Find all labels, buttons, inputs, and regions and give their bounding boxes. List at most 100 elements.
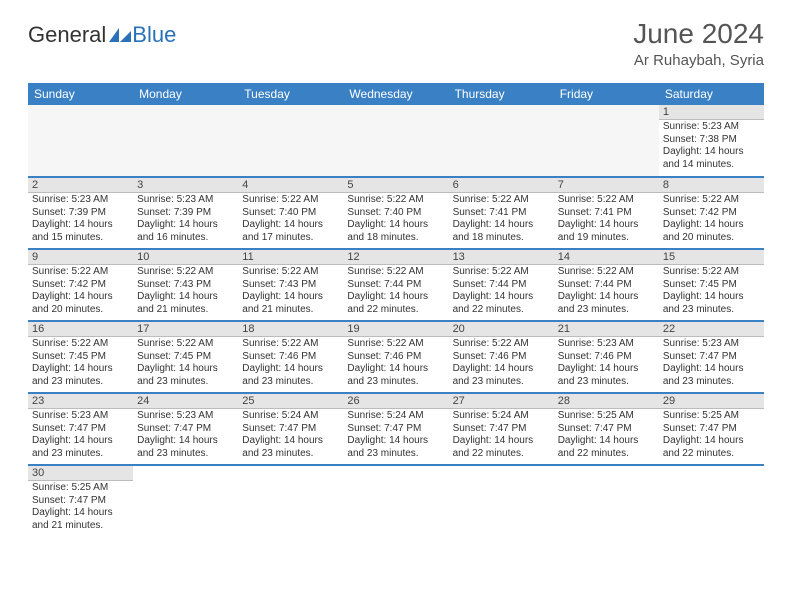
blank-cell <box>449 465 554 537</box>
day-details: Sunrise: 5:24 AMSunset: 7:47 PMDaylight:… <box>343 409 448 463</box>
day-details: Sunrise: 5:22 AMSunset: 7:44 PMDaylight:… <box>449 265 554 319</box>
day-details: Sunrise: 5:22 AMSunset: 7:43 PMDaylight:… <box>238 265 343 319</box>
daylight-text: Daylight: 14 hours and 23 minutes. <box>242 363 339 388</box>
day-number: 8 <box>659 178 764 193</box>
day-number: 2 <box>28 178 133 193</box>
week-row: 2Sunrise: 5:23 AMSunset: 7:39 PMDaylight… <box>28 177 764 249</box>
daylight-text: Daylight: 14 hours and 15 minutes. <box>32 219 129 244</box>
day-details: Sunrise: 5:22 AMSunset: 7:45 PMDaylight:… <box>28 337 133 391</box>
title-block: June 2024 Ar Ruhaybah, Syria <box>633 18 764 69</box>
day-number: 6 <box>449 178 554 193</box>
day-number: 4 <box>238 178 343 193</box>
day-details: Sunrise: 5:22 AMSunset: 7:44 PMDaylight:… <box>343 265 448 319</box>
sunset-text: Sunset: 7:47 PM <box>663 351 760 364</box>
daylight-text: Daylight: 14 hours and 20 minutes. <box>663 219 760 244</box>
day-cell: 30Sunrise: 5:25 AMSunset: 7:47 PMDayligh… <box>28 465 133 537</box>
sunrise-text: Sunrise: 5:23 AM <box>32 410 129 423</box>
day-cell: 10Sunrise: 5:22 AMSunset: 7:43 PMDayligh… <box>133 249 238 321</box>
sunset-text: Sunset: 7:44 PM <box>347 279 444 292</box>
sail-icon <box>109 28 131 42</box>
sunset-text: Sunset: 7:46 PM <box>242 351 339 364</box>
sunset-text: Sunset: 7:46 PM <box>347 351 444 364</box>
sunrise-text: Sunrise: 5:22 AM <box>137 266 234 279</box>
sunrise-text: Sunrise: 5:24 AM <box>453 410 550 423</box>
day-cell: 5Sunrise: 5:22 AMSunset: 7:40 PMDaylight… <box>343 177 448 249</box>
sunset-text: Sunset: 7:47 PM <box>453 423 550 436</box>
day-details: Sunrise: 5:24 AMSunset: 7:47 PMDaylight:… <box>449 409 554 463</box>
month-title: June 2024 <box>633 18 764 50</box>
logo-word2: Blue <box>132 22 176 48</box>
day-details: Sunrise: 5:22 AMSunset: 7:41 PMDaylight:… <box>449 193 554 247</box>
week-row: 16Sunrise: 5:22 AMSunset: 7:45 PMDayligh… <box>28 321 764 393</box>
logo: General Blue <box>28 22 176 48</box>
day-number: 29 <box>659 394 764 409</box>
day-number: 14 <box>554 250 659 265</box>
sunrise-text: Sunrise: 5:25 AM <box>663 410 760 423</box>
day-number: 9 <box>28 250 133 265</box>
sunset-text: Sunset: 7:42 PM <box>32 279 129 292</box>
day-details: Sunrise: 5:22 AMSunset: 7:45 PMDaylight:… <box>133 337 238 391</box>
day-cell: 15Sunrise: 5:22 AMSunset: 7:45 PMDayligh… <box>659 249 764 321</box>
day-details: Sunrise: 5:24 AMSunset: 7:47 PMDaylight:… <box>238 409 343 463</box>
daylight-text: Daylight: 14 hours and 17 minutes. <box>242 219 339 244</box>
blank-cell <box>133 465 238 537</box>
blank-cell <box>238 105 343 177</box>
daylight-text: Daylight: 14 hours and 23 minutes. <box>558 291 655 316</box>
day-number: 28 <box>554 394 659 409</box>
daylight-text: Daylight: 14 hours and 18 minutes. <box>347 219 444 244</box>
daylight-text: Daylight: 14 hours and 23 minutes. <box>663 291 760 316</box>
sunrise-text: Sunrise: 5:23 AM <box>32 194 129 207</box>
day-number: 27 <box>449 394 554 409</box>
day-number: 30 <box>28 466 133 481</box>
sunrise-text: Sunrise: 5:22 AM <box>242 194 339 207</box>
sunset-text: Sunset: 7:45 PM <box>32 351 129 364</box>
week-row: 30Sunrise: 5:25 AMSunset: 7:47 PMDayligh… <box>28 465 764 537</box>
sunrise-text: Sunrise: 5:23 AM <box>663 338 760 351</box>
daylight-text: Daylight: 14 hours and 23 minutes. <box>32 435 129 460</box>
daylight-text: Daylight: 14 hours and 16 minutes. <box>137 219 234 244</box>
sunset-text: Sunset: 7:47 PM <box>347 423 444 436</box>
daylight-text: Daylight: 14 hours and 23 minutes. <box>137 363 234 388</box>
sunset-text: Sunset: 7:41 PM <box>453 207 550 220</box>
daylight-text: Daylight: 14 hours and 19 minutes. <box>558 219 655 244</box>
day-number: 11 <box>238 250 343 265</box>
day-number: 19 <box>343 322 448 337</box>
sunrise-text: Sunrise: 5:22 AM <box>347 266 444 279</box>
sunrise-text: Sunrise: 5:22 AM <box>347 194 444 207</box>
day-cell: 6Sunrise: 5:22 AMSunset: 7:41 PMDaylight… <box>449 177 554 249</box>
day-number: 25 <box>238 394 343 409</box>
day-number: 17 <box>133 322 238 337</box>
daylight-text: Daylight: 14 hours and 22 minutes. <box>453 435 550 460</box>
blank-cell <box>343 465 448 537</box>
sunrise-text: Sunrise: 5:23 AM <box>558 338 655 351</box>
day-details: Sunrise: 5:23 AMSunset: 7:38 PMDaylight:… <box>659 120 764 174</box>
sunrise-text: Sunrise: 5:22 AM <box>453 266 550 279</box>
daylight-text: Daylight: 14 hours and 23 minutes. <box>32 363 129 388</box>
sunset-text: Sunset: 7:40 PM <box>347 207 444 220</box>
day-details: Sunrise: 5:22 AMSunset: 7:46 PMDaylight:… <box>449 337 554 391</box>
daylight-text: Daylight: 14 hours and 23 minutes. <box>347 435 444 460</box>
week-row: 23Sunrise: 5:23 AMSunset: 7:47 PMDayligh… <box>28 393 764 465</box>
sunset-text: Sunset: 7:47 PM <box>558 423 655 436</box>
sunset-text: Sunset: 7:43 PM <box>137 279 234 292</box>
day-details: Sunrise: 5:22 AMSunset: 7:40 PMDaylight:… <box>238 193 343 247</box>
day-number: 16 <box>28 322 133 337</box>
daylight-text: Daylight: 14 hours and 23 minutes. <box>558 363 655 388</box>
sunrise-text: Sunrise: 5:24 AM <box>242 410 339 423</box>
day-details: Sunrise: 5:22 AMSunset: 7:45 PMDaylight:… <box>659 265 764 319</box>
logo-word1: General <box>28 22 106 48</box>
day-cell: 20Sunrise: 5:22 AMSunset: 7:46 PMDayligh… <box>449 321 554 393</box>
sunrise-text: Sunrise: 5:22 AM <box>558 194 655 207</box>
sunrise-text: Sunrise: 5:22 AM <box>137 338 234 351</box>
day-number: 15 <box>659 250 764 265</box>
sunset-text: Sunset: 7:47 PM <box>242 423 339 436</box>
daylight-text: Daylight: 14 hours and 22 minutes. <box>347 291 444 316</box>
sunset-text: Sunset: 7:39 PM <box>137 207 234 220</box>
header: General Blue June 2024 Ar Ruhaybah, Syri… <box>28 18 764 69</box>
day-number: 24 <box>133 394 238 409</box>
day-cell: 1Sunrise: 5:23 AMSunset: 7:38 PMDaylight… <box>659 105 764 177</box>
sunset-text: Sunset: 7:47 PM <box>32 495 129 508</box>
day-cell: 9Sunrise: 5:22 AMSunset: 7:42 PMDaylight… <box>28 249 133 321</box>
day-details: Sunrise: 5:22 AMSunset: 7:41 PMDaylight:… <box>554 193 659 247</box>
day-cell: 27Sunrise: 5:24 AMSunset: 7:47 PMDayligh… <box>449 393 554 465</box>
